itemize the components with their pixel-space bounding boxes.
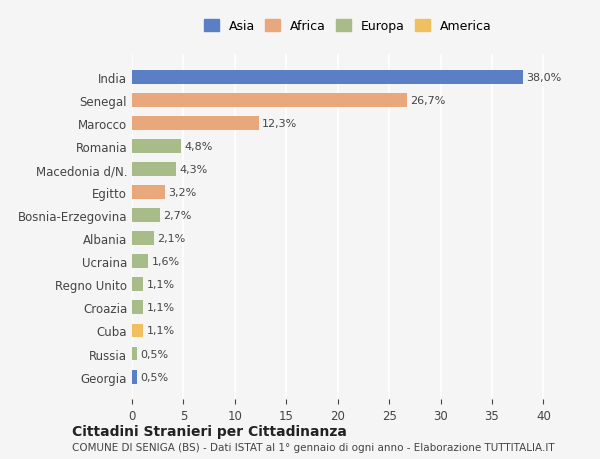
Bar bbox=[132, 117, 259, 130]
Bar bbox=[132, 140, 181, 154]
Bar bbox=[132, 255, 148, 269]
Text: 3,2%: 3,2% bbox=[168, 188, 196, 198]
Bar bbox=[132, 370, 137, 384]
Bar bbox=[132, 278, 143, 291]
Text: 2,7%: 2,7% bbox=[163, 211, 191, 221]
Bar bbox=[132, 71, 523, 84]
Bar bbox=[132, 163, 176, 177]
Text: 0,5%: 0,5% bbox=[140, 372, 169, 382]
Text: 38,0%: 38,0% bbox=[526, 73, 561, 83]
Bar bbox=[132, 186, 165, 200]
Text: Cittadini Stranieri per Cittadinanza: Cittadini Stranieri per Cittadinanza bbox=[72, 425, 347, 438]
Bar bbox=[132, 347, 137, 361]
Text: 26,7%: 26,7% bbox=[410, 95, 445, 106]
Bar bbox=[132, 232, 154, 246]
Bar bbox=[132, 94, 407, 107]
Text: 1,1%: 1,1% bbox=[146, 326, 175, 336]
Bar bbox=[132, 209, 160, 223]
Text: 2,1%: 2,1% bbox=[157, 234, 185, 244]
Legend: Asia, Africa, Europa, America: Asia, Africa, Europa, America bbox=[200, 17, 496, 37]
Text: 4,8%: 4,8% bbox=[184, 142, 213, 151]
Bar bbox=[132, 301, 143, 315]
Text: 1,1%: 1,1% bbox=[146, 303, 175, 313]
Text: 4,3%: 4,3% bbox=[179, 165, 208, 175]
Text: COMUNE DI SENIGA (BS) - Dati ISTAT al 1° gennaio di ogni anno - Elaborazione TUT: COMUNE DI SENIGA (BS) - Dati ISTAT al 1°… bbox=[72, 442, 554, 452]
Text: 1,6%: 1,6% bbox=[152, 257, 179, 267]
Text: 12,3%: 12,3% bbox=[262, 119, 297, 129]
Text: 0,5%: 0,5% bbox=[140, 349, 169, 359]
Text: 1,1%: 1,1% bbox=[146, 280, 175, 290]
Bar bbox=[132, 324, 143, 338]
